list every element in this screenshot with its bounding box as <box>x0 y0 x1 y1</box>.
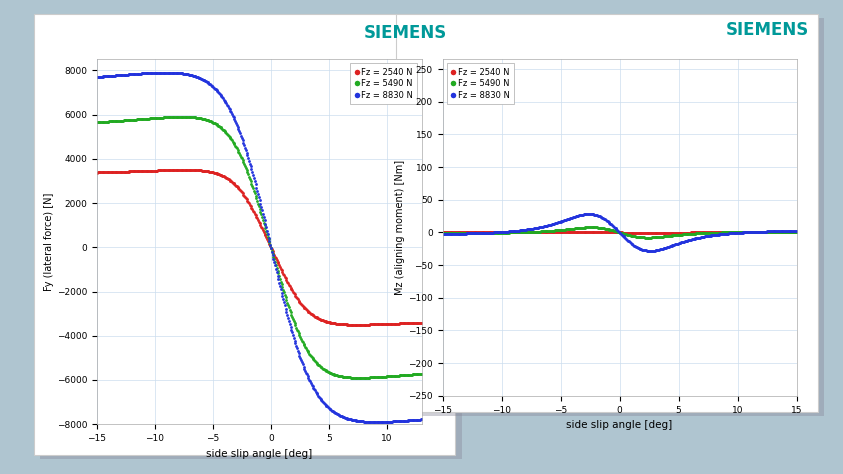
Legend: Fz = 2540 N, Fz = 5490 N, Fz = 8830 N: Fz = 2540 N, Fz = 5490 N, Fz = 8830 N <box>351 64 417 104</box>
X-axis label: side slip angle [deg]: side slip angle [deg] <box>206 448 313 458</box>
X-axis label: side slip angle [deg]: side slip angle [deg] <box>566 420 673 430</box>
Text: SIEMENS: SIEMENS <box>726 21 809 39</box>
Y-axis label: Mz (aligning moment) [Nm]: Mz (aligning moment) [Nm] <box>395 160 405 295</box>
Y-axis label: Fy (lateral force) [N]: Fy (lateral force) [N] <box>44 192 54 291</box>
Text: SIEMENS: SIEMENS <box>363 24 447 42</box>
Legend: Fz = 2540 N, Fz = 5490 N, Fz = 8830 N: Fz = 2540 N, Fz = 5490 N, Fz = 8830 N <box>447 64 513 104</box>
